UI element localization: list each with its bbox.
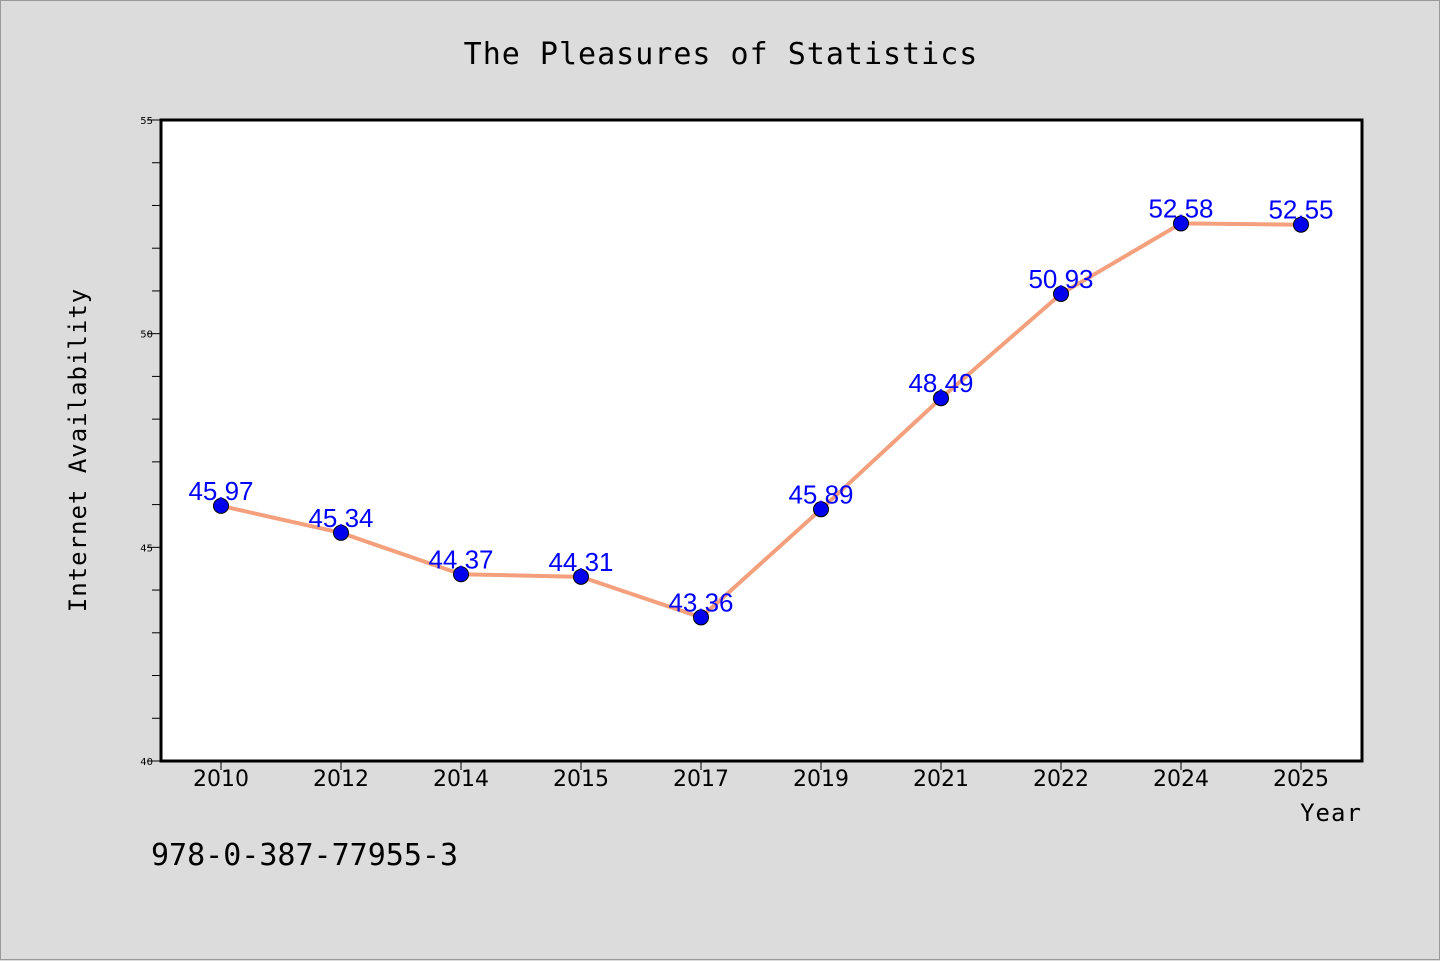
- x-tick-label: 2021: [913, 767, 969, 792]
- data-point: [693, 609, 709, 626]
- data-label: 44.37: [428, 544, 493, 574]
- data-label: 52.58: [1148, 193, 1213, 223]
- data-point: [1053, 285, 1069, 302]
- data-point: [813, 501, 829, 518]
- data-label: 45.97: [188, 476, 253, 506]
- data-label: 45.89: [788, 479, 853, 509]
- x-tick-label: 2015: [553, 767, 609, 792]
- data-point: [933, 390, 949, 407]
- data-label: 48.49: [908, 368, 973, 398]
- x-axis: 2010 2012 2014 2015 2017 2019 2021 2022 2024 2025: [193, 762, 1329, 792]
- x-tick-label: 2017: [673, 767, 729, 792]
- x-tick-label: 2012: [313, 767, 369, 792]
- y-axis: 40 45 50 55: [140, 116, 160, 768]
- y-tick-label: 45: [140, 543, 153, 554]
- data-point: [1293, 216, 1309, 233]
- data-label: 50.93: [1028, 264, 1093, 294]
- series-line: [220, 221, 1302, 620]
- x-tick-label: 2024: [1153, 767, 1209, 792]
- chart-title: The Pleasures of Statistics: [464, 37, 979, 72]
- y-tick-label: 50: [140, 330, 153, 341]
- data-label: 44.31: [548, 547, 613, 577]
- data-label: 43.36: [668, 587, 733, 617]
- isbn-footer: 978-0-387-77955-3: [151, 838, 458, 873]
- y-tick-label: 55: [140, 116, 153, 127]
- x-tick-label: 2022: [1033, 767, 1089, 792]
- plot-area: [159, 118, 1364, 763]
- x-tick-label: 2025: [1273, 767, 1329, 792]
- data-point: [333, 524, 349, 541]
- series-layer: [213, 215, 1309, 626]
- x-tick-label: 2014: [433, 767, 489, 792]
- data-point: [1173, 215, 1189, 232]
- data-point: [213, 497, 229, 514]
- x-axis-label: Year: [1300, 799, 1362, 827]
- data-point: [573, 568, 589, 585]
- y-axis-label: Internet Availability: [64, 288, 92, 612]
- data-label: 45.34: [308, 503, 373, 533]
- x-tick-label: 2019: [793, 767, 849, 792]
- y-tick-label: 40: [140, 757, 153, 768]
- data-labels: 45.97 45.34 44.37 44.31 43.36 45.89 48.49 50.93…: [188, 193, 1333, 617]
- x-tick-label: 2010: [193, 767, 249, 792]
- data-label: 52.55: [1268, 195, 1333, 225]
- data-point: [453, 566, 469, 583]
